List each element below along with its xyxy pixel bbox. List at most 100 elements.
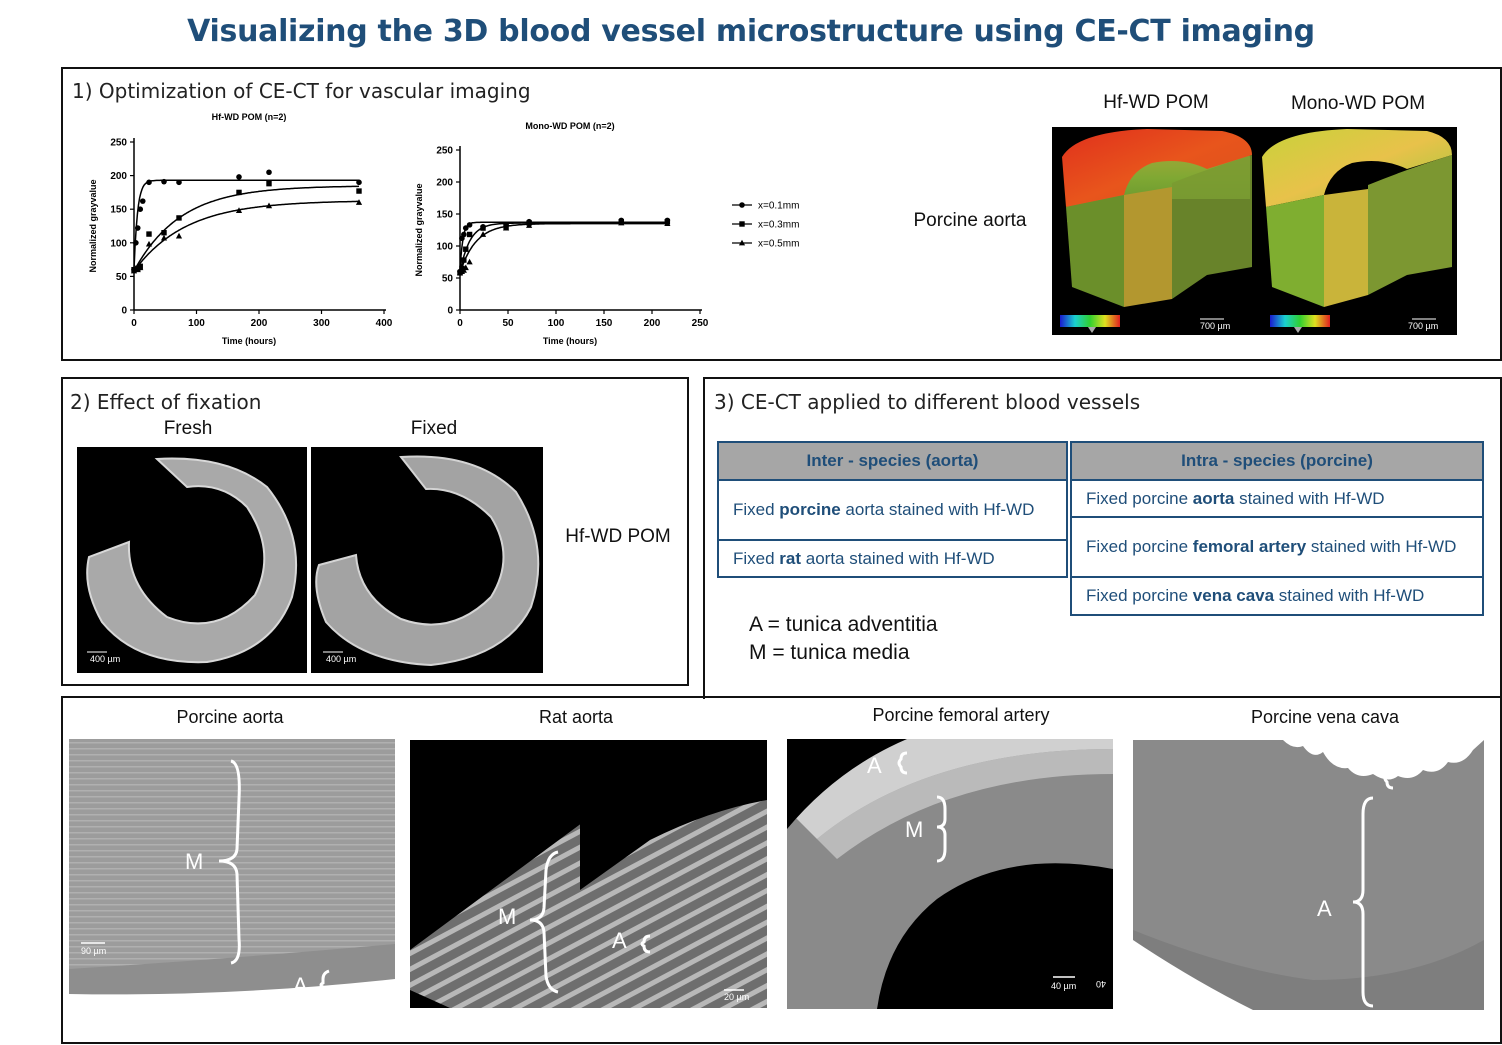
legend-label: x=0.1mm — [758, 201, 799, 212]
fresh-scale: 400 µm — [90, 654, 121, 664]
chart-title: Hf-WD POM (n=2) — [212, 112, 287, 122]
chart-legend: x=0.1mm x=0.3mm x=0.5mm — [732, 201, 799, 250]
data-point-triangle — [466, 258, 473, 265]
data-point-square — [480, 225, 486, 231]
panel-vessels-heading: 3) CE-CT applied to different blood vess… — [714, 390, 1141, 414]
x-axis-label: Time (hours) — [543, 336, 597, 346]
data-point-circle — [461, 231, 467, 238]
y-tick-label: 200 — [110, 171, 127, 182]
intra-row-aorta: Fixed porcine aorta stained with Hf-WD — [1070, 479, 1484, 518]
panel-optimization — [61, 67, 1502, 361]
vena-cava-a: A — [1317, 896, 1332, 921]
rat-aorta-image: M A — [410, 740, 767, 1008]
data-point-square — [356, 188, 362, 194]
data-point-circle — [139, 198, 146, 204]
data-point-triangle — [160, 234, 168, 241]
x-tick-label: 0 — [457, 318, 463, 329]
panel-fixation-heading: 2) Effect of fixation — [70, 390, 262, 414]
x-tick-label: 50 — [502, 318, 514, 329]
y-axis-label: Normalized grayvalue — [414, 183, 424, 276]
series-fit-square — [133, 185, 360, 272]
femoral-a: A — [867, 753, 882, 778]
data-point-circle — [176, 179, 182, 186]
aorta-3d-render — [1052, 127, 1457, 335]
legend-label: x=0.3mm — [758, 220, 799, 231]
femoral-m: M — [905, 817, 923, 842]
x-tick-label: 300 — [313, 318, 330, 329]
y-tick-label: 100 — [436, 242, 453, 253]
intra-row-vena-cava: Fixed porcine vena cava stained with Hf-… — [1070, 576, 1484, 616]
vena-cava-m: M — [1359, 751, 1377, 776]
data-point-triangle — [664, 220, 671, 226]
data-point-circle — [462, 225, 469, 231]
y-tick-label: 150 — [436, 210, 453, 221]
rat-aorta-scale: 20 µm — [724, 992, 750, 1002]
legend-media: M = tunica media — [749, 641, 910, 664]
y-tick-label: 50 — [116, 272, 128, 283]
x-tick-label: 250 — [692, 318, 709, 329]
panel-vessel-images — [61, 696, 1502, 1044]
render-label-specimen: Porcine aorta — [913, 210, 1027, 231]
render-label-mono: Mono-WD POM — [1290, 93, 1426, 114]
inter-row-rat: Fixed rat aorta stained with Hf-WD — [717, 539, 1068, 578]
data-point-circle — [236, 174, 242, 180]
render-scale-hf: 700 µm — [1200, 321, 1231, 331]
x-tick-label: 100 — [188, 318, 205, 329]
data-point-square — [266, 180, 272, 187]
y-tick-label: 0 — [447, 306, 453, 317]
data-point-square — [161, 230, 167, 236]
x-tick-label: 100 — [548, 318, 565, 329]
y-tick-label: 50 — [442, 274, 454, 285]
fixed-label: Fixed — [410, 418, 458, 439]
fixed-image — [311, 447, 543, 673]
intra-row-femoral: Fixed porcine femoral artery stained wit… — [1070, 516, 1484, 578]
y-tick-label: 0 — [121, 306, 127, 317]
data-point-circle — [161, 178, 167, 185]
legend-marker-triangle — [738, 239, 746, 246]
data-point-triangle — [265, 202, 273, 209]
data-point-square — [176, 215, 182, 221]
data-point-circle — [133, 240, 139, 246]
vessel-label-femoral: Porcine femoral artery — [872, 705, 1050, 725]
inter-species-table: Inter - species (aorta) Fixed porcine ao… — [717, 441, 1068, 578]
legend-marker-circle — [739, 202, 745, 208]
data-point-square — [236, 189, 242, 196]
data-point-circle — [146, 179, 152, 186]
data-point-circle — [137, 206, 144, 212]
inter-row-porcine: Fixed porcine aorta stained with Hf-WD — [717, 479, 1068, 541]
data-point-square — [146, 231, 152, 237]
series-fit-triangle — [133, 200, 359, 272]
data-point-triangle — [145, 240, 153, 247]
render-label-hf: Hf-WD POM — [1103, 92, 1209, 113]
porcine-aorta-a: A — [293, 973, 308, 998]
fresh-label: Fresh — [163, 418, 213, 439]
fixed-scale: 400 µm — [326, 654, 357, 664]
data-point-triangle — [526, 222, 533, 228]
y-tick-label: 150 — [110, 205, 127, 216]
render-scale-mono: 700 µm — [1408, 321, 1439, 331]
rat-aorta-m: M — [498, 904, 516, 929]
porcine-aorta-m: M — [185, 849, 203, 874]
chart-title: Mono-WD POM (n=2) — [525, 121, 614, 131]
porcine-aorta-image: M A — [69, 739, 395, 1007]
y-tick-label: 250 — [436, 146, 453, 157]
x-tick-label: 0 — [131, 318, 137, 329]
data-point-circle — [266, 169, 272, 176]
series-fit-triangle — [459, 222, 668, 274]
intra-species-header: Intra - species (porcine) — [1070, 441, 1484, 481]
data-point-square — [461, 257, 467, 263]
panel-vessels — [703, 377, 1502, 699]
vena-cava-image: M A — [1133, 740, 1484, 1010]
y-tick-label: 250 — [110, 138, 127, 149]
x-tick-label: 150 — [596, 318, 613, 329]
legend-adventitia: A = tunica adventitia — [749, 613, 938, 636]
data-point-triangle — [479, 231, 487, 237]
femoral-artery-image: A M — [787, 739, 1113, 1009]
inter-species-header: Inter - species (aorta) — [717, 441, 1068, 481]
legend-label: x=0.5mm — [758, 239, 799, 250]
vessel-label-vena-cava: Porcine vena cava — [1250, 707, 1400, 727]
porcine-aorta-scale: 90 µm — [81, 946, 107, 956]
data-point-triangle — [502, 224, 510, 231]
femoral-scale: 40 µm — [1051, 981, 1077, 991]
vena-cava-scale: 100 µm — [1186, 996, 1217, 1006]
